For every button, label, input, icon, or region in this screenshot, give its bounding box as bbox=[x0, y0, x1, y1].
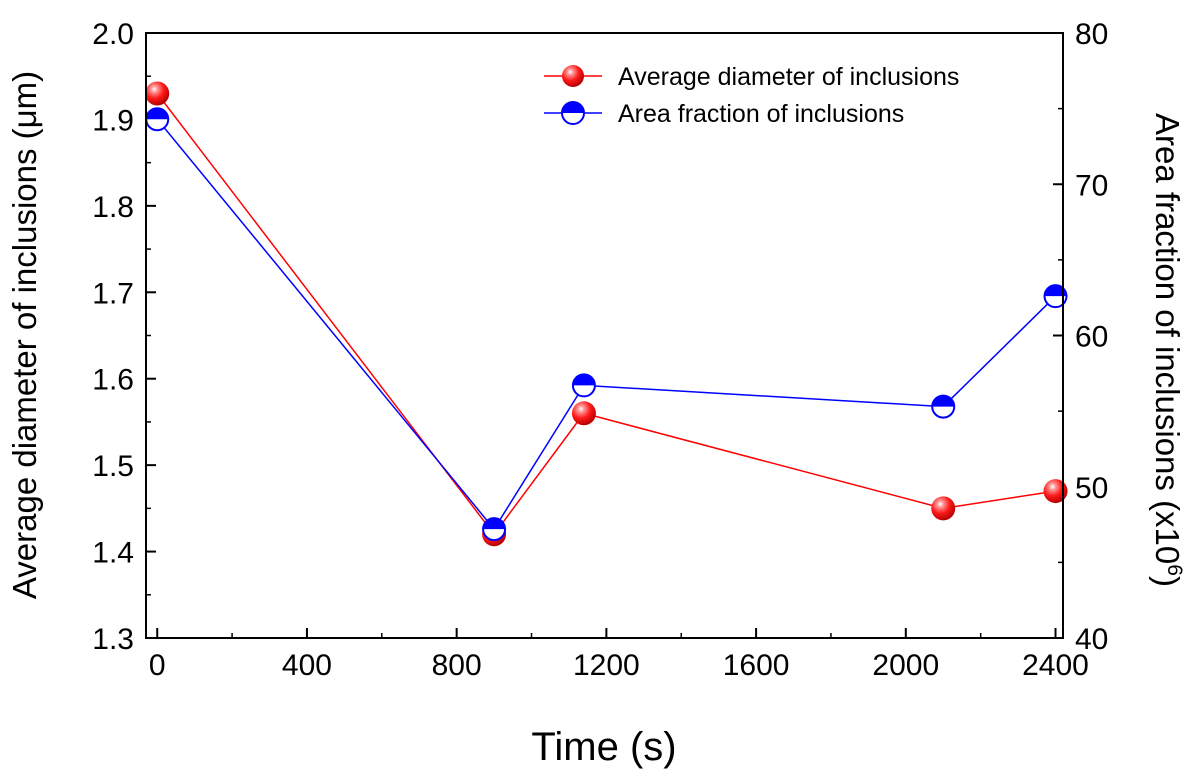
y2-axis-title: Area fraction of inclusions (x106) bbox=[1149, 113, 1186, 587]
series-line-1 bbox=[156, 118, 1057, 531]
legend-marker-area-fill bbox=[562, 102, 584, 113]
y2-axis-title-text: Area fraction of inclusions (x10 bbox=[1149, 113, 1186, 564]
data-point-area-fill bbox=[146, 108, 169, 120]
y-tick-label: 1.5 bbox=[92, 450, 134, 483]
x-tick-label: 1600 bbox=[723, 649, 790, 682]
legend-label-diameter: Average diameter of inclusions bbox=[618, 63, 959, 91]
y2-tick-label: 50 bbox=[1075, 472, 1108, 505]
legend-marker-diameter bbox=[562, 65, 584, 87]
data-point-area bbox=[931, 394, 956, 419]
y2-tick-label: 40 bbox=[1075, 623, 1108, 656]
data-point-area bbox=[145, 107, 170, 132]
y-tick-label: 1.6 bbox=[92, 364, 134, 397]
y-tick-label: 1.4 bbox=[92, 537, 134, 570]
legend: Average diameter of inclusions Area frac… bbox=[544, 63, 959, 128]
axis-ticks bbox=[146, 32, 1063, 639]
y2-axis-title-exponent: 6 bbox=[1163, 564, 1186, 576]
data-point-diameter bbox=[571, 401, 596, 426]
x-tick-label: 400 bbox=[282, 649, 332, 682]
x-tick-label: 2000 bbox=[872, 649, 939, 682]
series-lines bbox=[156, 93, 1057, 536]
data-point-area-fill bbox=[572, 374, 595, 386]
data-point-area-fill bbox=[483, 518, 506, 530]
y2-tick-label: 80 bbox=[1075, 18, 1108, 51]
data-point-diameter bbox=[145, 81, 170, 106]
data-point-diameter bbox=[1043, 479, 1068, 504]
legend-marker-area bbox=[561, 101, 585, 125]
data-point-area-fill bbox=[1044, 285, 1067, 297]
x-tick-label: 1200 bbox=[573, 649, 640, 682]
y2-tick-label: 60 bbox=[1075, 321, 1108, 354]
data-point-area bbox=[1043, 284, 1068, 309]
legend-label-area: Area fraction of inclusions bbox=[618, 100, 904, 128]
y-tick-label: 1.9 bbox=[92, 104, 134, 137]
series-markers bbox=[145, 81, 1068, 547]
x-tick-label: 2400 bbox=[1022, 649, 1089, 682]
data-point-diameter bbox=[931, 496, 956, 521]
x-tick-label: 800 bbox=[432, 649, 482, 682]
data-point-area bbox=[571, 373, 596, 398]
y-tick-label: 1.7 bbox=[92, 277, 134, 310]
tick-labels: 0 400 800 1200 1600 2000 2400 1.3 1.4 1.5 1.6 1.7 1.… bbox=[92, 18, 1108, 682]
y-tick-label: 1.3 bbox=[92, 623, 134, 656]
data-point-area bbox=[482, 517, 507, 542]
data-point-area-fill bbox=[932, 395, 955, 407]
y-tick-label: 1.8 bbox=[92, 191, 134, 224]
y-axis-title: Average diameter of inclusions (μm) bbox=[6, 71, 43, 599]
x-tick-label: 0 bbox=[149, 649, 166, 682]
y-tick-label: 2.0 bbox=[92, 18, 134, 51]
y2-axis-title-close: ) bbox=[1149, 576, 1186, 587]
x-axis-title: Time (s) bbox=[531, 725, 676, 769]
plot-frame bbox=[145, 32, 1064, 639]
y2-tick-label: 70 bbox=[1075, 169, 1108, 202]
series-line-0 bbox=[156, 93, 1056, 536]
